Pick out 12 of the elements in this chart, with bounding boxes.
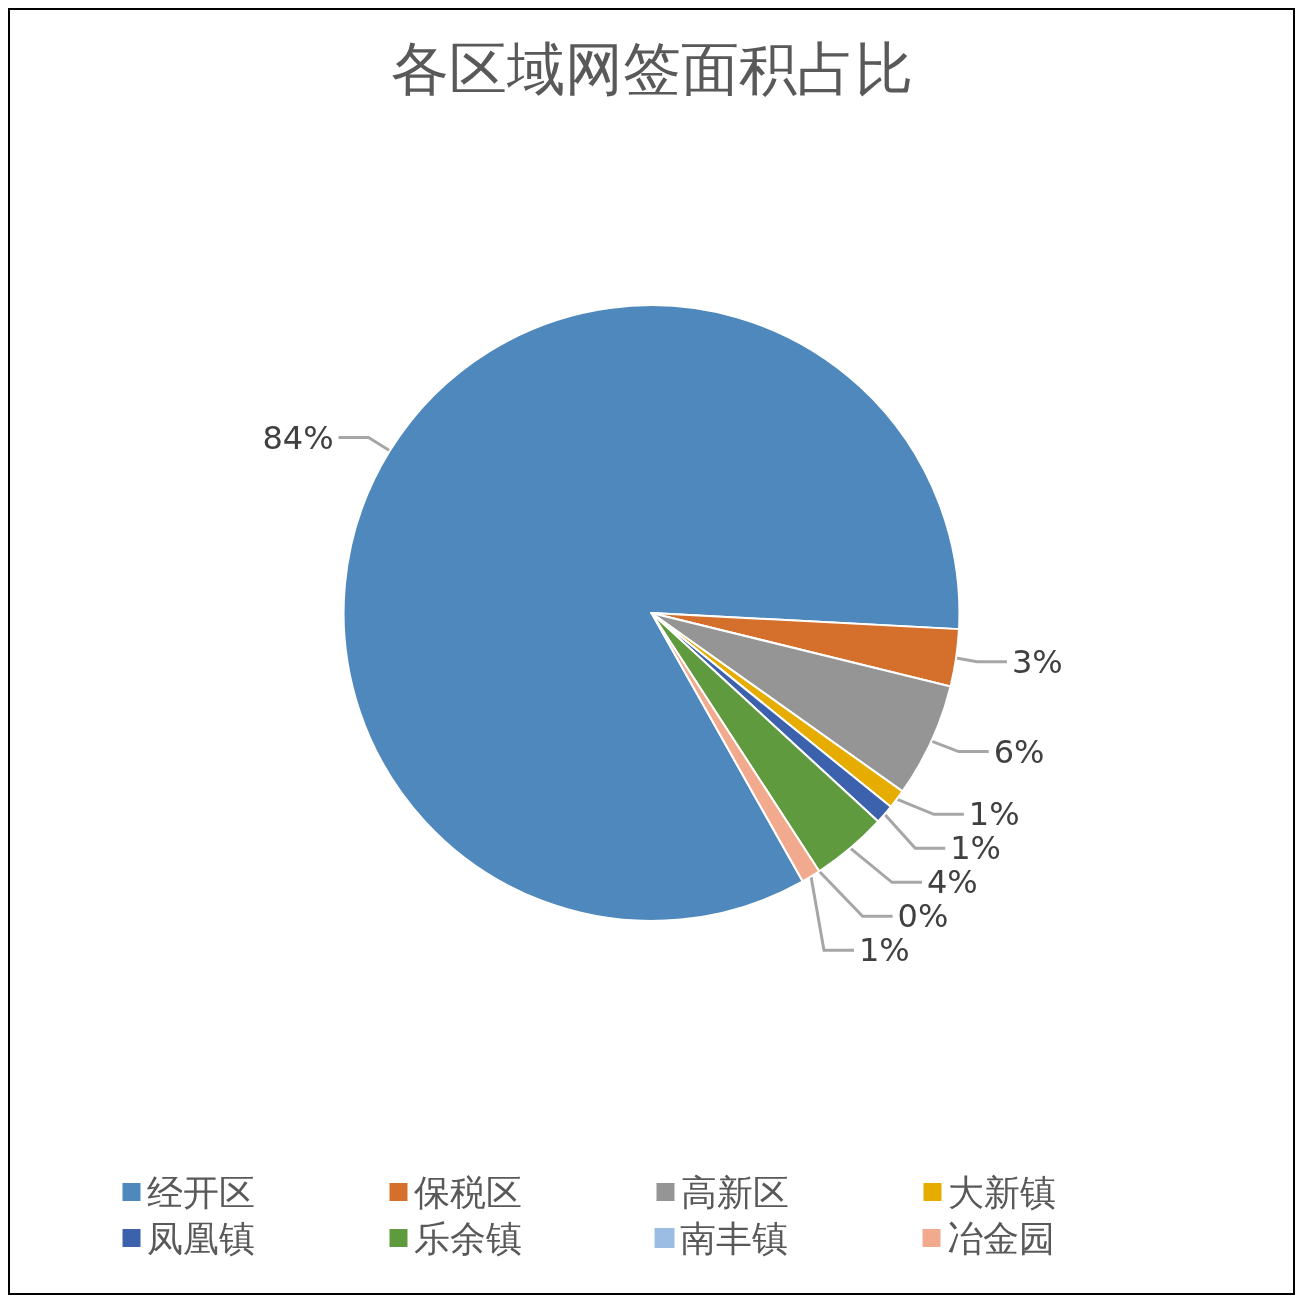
legend-label: 冶金园 bbox=[946, 1217, 1055, 1259]
data-label: 84% bbox=[262, 418, 334, 457]
legend-label: 南丰镇 bbox=[679, 1217, 788, 1259]
legend-label: 保税区 bbox=[413, 1171, 522, 1213]
legend-label: 高新区 bbox=[680, 1171, 789, 1213]
chart-title: 各区域网签面积占比 bbox=[390, 35, 913, 103]
legend-label: 经开区 bbox=[146, 1171, 255, 1213]
legend-label: 大新镇 bbox=[947, 1171, 1056, 1213]
data-label: 3% bbox=[1011, 642, 1063, 681]
data-label: 6% bbox=[993, 732, 1045, 771]
legend-label: 乐余镇 bbox=[413, 1217, 522, 1259]
legend-label: 凤凰镇 bbox=[146, 1217, 255, 1259]
